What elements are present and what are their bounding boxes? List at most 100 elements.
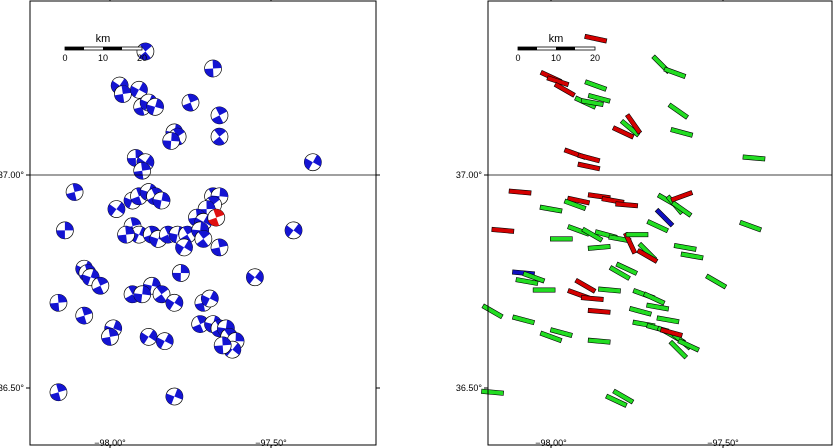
beachball-compressional-quadrant: [208, 217, 220, 227]
beachball-compressional-quadrant: [219, 187, 228, 198]
beachball-mechanism: [213, 336, 232, 355]
beachball-compressional-quadrant: [182, 102, 194, 112]
beachball-compressional-quadrant: [212, 60, 222, 69]
beachball-mechanism: [65, 183, 84, 201]
beachball-compressional-quadrant: [211, 247, 222, 256]
beachball-compressional-quadrant: [213, 209, 225, 218]
stress-bar-green: [705, 273, 728, 290]
beachball-compressional-quadrant: [149, 236, 159, 247]
right-scale-unit: km: [549, 33, 564, 45]
right-map-panel: 37.00° 36.50° −98.00° −97.50° km 0 10 20: [456, 0, 833, 448]
stress-bar-green: [550, 236, 573, 242]
beachball-compressional-quadrant: [141, 162, 151, 171]
stress-bar-green: [742, 154, 766, 162]
stress-bar-red: [553, 81, 576, 98]
beachball-mechanism: [117, 225, 135, 244]
beachball-compressional-quadrant: [232, 343, 241, 356]
left-xtick-label-98: −98.00°: [94, 438, 126, 448]
right-xtick-label-98: −98.00°: [535, 438, 567, 448]
beachball-compressional-quadrant: [235, 332, 245, 342]
stress-bar-green: [680, 251, 704, 261]
beachball-compressional-quadrant: [107, 204, 117, 216]
beachball-compressional-quadrant: [209, 290, 219, 303]
beachball-compressional-quadrant: [225, 319, 235, 330]
beachball-compressional-quadrant: [196, 238, 209, 248]
beachball-mechanism: [139, 328, 158, 346]
beachball-compressional-quadrant: [133, 106, 145, 116]
stress-bar-green: [605, 393, 628, 408]
beachball-mechanism: [91, 276, 110, 295]
beachball-compressional-quadrant: [165, 393, 175, 405]
beachball-mechanism: [304, 153, 322, 172]
beachball-compressional-quadrant: [156, 285, 169, 295]
stress-bar-green: [625, 232, 649, 238]
stress-bar-green: [642, 291, 666, 306]
stress-bar-green: [628, 305, 653, 317]
right-scale-tick-10: 10: [551, 53, 561, 63]
stress-bar-green: [581, 226, 604, 243]
stress-bar-green: [619, 118, 641, 138]
beachball-compressional-quadrant: [165, 298, 175, 311]
stress-bar-green: [673, 242, 697, 252]
right-xtick-label-9750: −97.50°: [707, 438, 739, 448]
stress-bar-red: [584, 33, 608, 44]
stress-bar-green: [615, 261, 638, 276]
beachball-compressional-quadrant: [164, 333, 174, 345]
beachball-mechanism: [171, 264, 190, 282]
stress-bar-red: [587, 307, 611, 315]
stress-bar-green: [511, 314, 536, 326]
beachball-mechanism: [146, 97, 164, 116]
beachball-mechanism: [284, 221, 303, 240]
beachball-compressional-quadrant: [124, 197, 133, 209]
beachball-compressional-quadrant: [140, 332, 149, 345]
beachball-compressional-quadrant: [108, 328, 119, 337]
beachball-compressional-quadrant: [142, 285, 151, 296]
beachball-mechanism: [210, 127, 229, 146]
beachball-mechanism: [200, 289, 219, 308]
beachball-compressional-quadrant: [196, 315, 208, 325]
beachball-compressional-quadrant: [224, 328, 237, 337]
beachball-mechanism: [210, 106, 229, 125]
right-ytick-label-3650: 36.50°: [456, 383, 483, 393]
right-map-frame: [487, 0, 833, 446]
beachball-compressional-quadrant: [175, 243, 185, 255]
beachball-compressional-quadrant: [211, 115, 224, 124]
left-scale-tick-0: 0: [62, 53, 67, 63]
stress-bar-green: [539, 330, 563, 344]
beachball-compressional-quadrant: [130, 85, 139, 98]
stress-bar-green: [646, 219, 669, 234]
stress-bar-red: [574, 277, 597, 294]
beachball-compressional-quadrant: [254, 270, 264, 283]
beachball-compressional-quadrant: [153, 198, 162, 209]
stress-bar-red: [659, 327, 683, 338]
stress-bar-green: [608, 265, 631, 281]
beachball-mechanism: [204, 59, 222, 78]
stress-bar-green: [587, 243, 611, 251]
beachball-mechanism: [181, 93, 200, 112]
beachball-compressional-quadrant: [145, 155, 154, 168]
beachball-mechanism: [101, 328, 119, 346]
beachball-mechanism: [194, 230, 213, 248]
beachball-compressional-quadrant: [82, 274, 91, 286]
beachball-mechanism: [162, 132, 181, 150]
stress-bar-red: [577, 161, 601, 172]
beachball-compressional-quadrant: [215, 106, 228, 116]
stress-bar-green: [532, 287, 556, 293]
beachball-compressional-quadrant: [50, 392, 61, 401]
beachball-compressional-quadrant: [125, 294, 137, 303]
beachball-mechanism: [107, 200, 126, 218]
beachball-compressional-quadrant: [207, 196, 220, 205]
left-scale-tick-20: 20: [137, 53, 147, 63]
beachball-compressional-quadrant: [64, 221, 74, 231]
beachball-mechanism: [152, 191, 171, 210]
beachball-compressional-quadrant: [212, 136, 225, 146]
beachball-mechanism: [49, 293, 68, 312]
stress-bar-green: [481, 388, 504, 396]
left-map-panel: 37.00° 36.50° −98.00° −97.50° km 0 10 20: [0, 0, 380, 448]
beachball-compressional-quadrant: [161, 192, 170, 203]
beachball-compressional-quadrant: [81, 307, 93, 316]
beachball-compressional-quadrant: [92, 285, 104, 295]
beachball-compressional-quadrant: [285, 225, 294, 238]
beachball-compressional-quadrant: [113, 320, 122, 332]
beachball-compressional-quadrant: [138, 51, 151, 60]
